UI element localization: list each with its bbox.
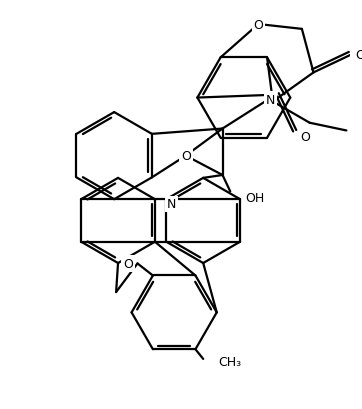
Text: OH: OH [246,191,265,204]
Text: O: O [253,18,263,31]
Text: O: O [181,150,191,163]
Text: O: O [300,130,310,144]
Text: CH₃: CH₃ [219,355,242,369]
Text: N: N [167,198,176,211]
Text: N: N [266,94,275,107]
Text: O: O [355,49,362,62]
Text: O: O [123,257,133,270]
